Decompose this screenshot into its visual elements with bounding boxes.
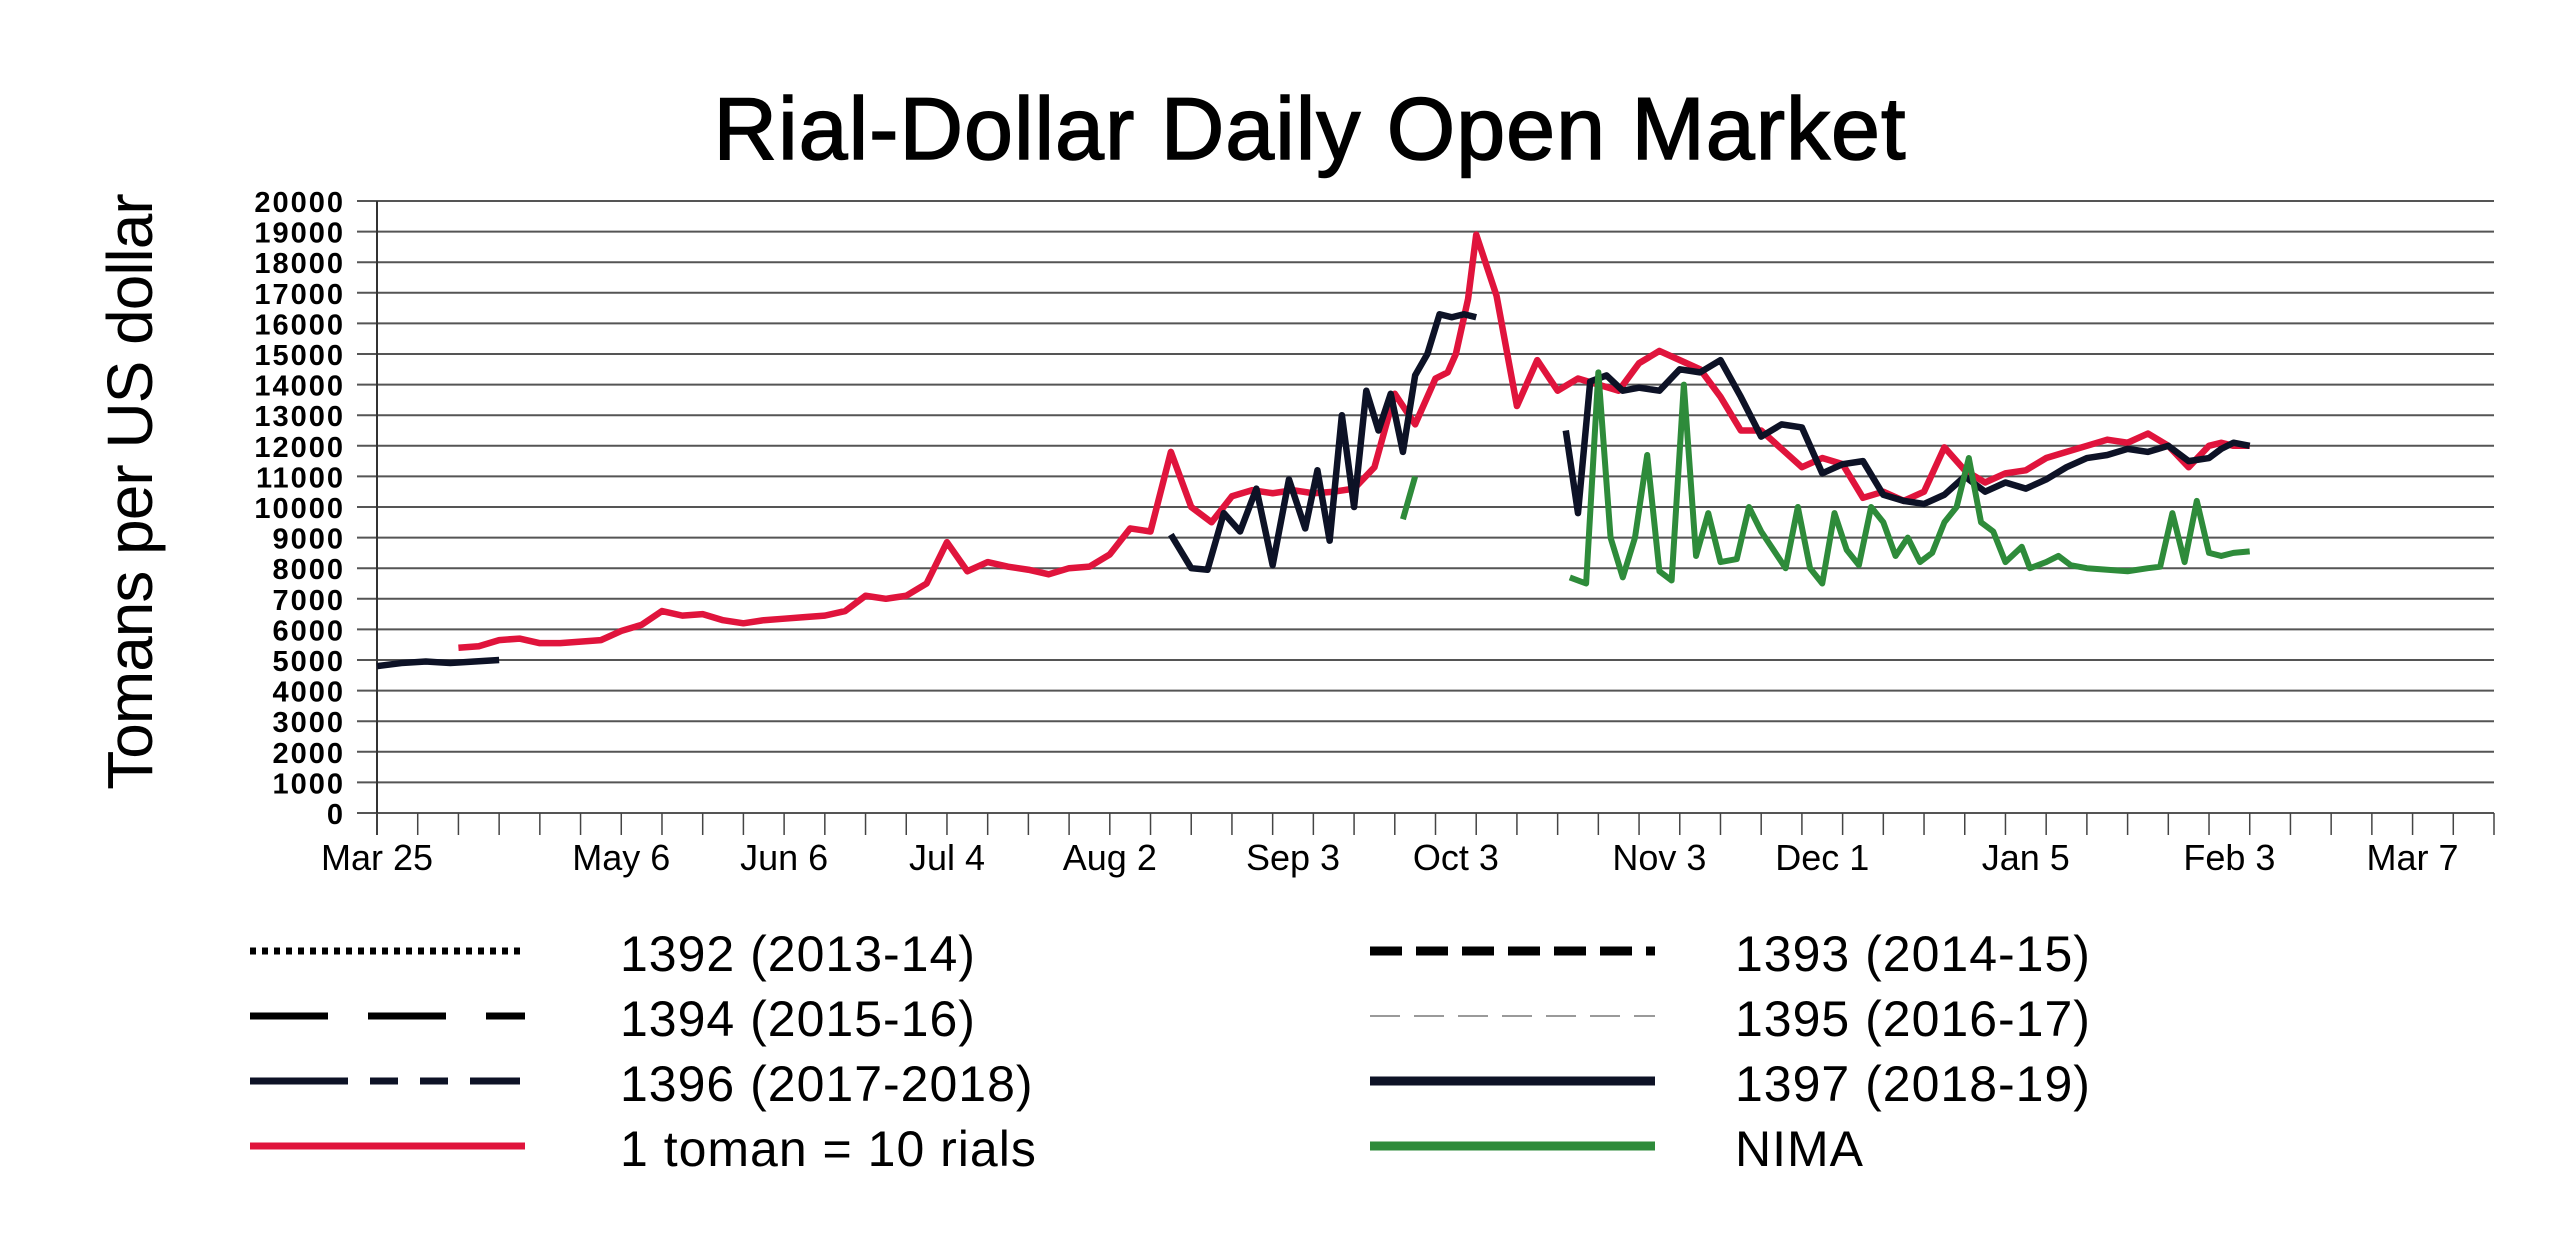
y-tick-label: 2000 [272, 738, 345, 770]
x-tick-label: Mar 7 [2367, 837, 2459, 878]
legend-label: 1395 (2016-17) [1735, 991, 2091, 1047]
series-line [1168, 310, 1478, 573]
series-line [1400, 475, 1419, 521]
y-tick-label: 8000 [272, 554, 345, 586]
x-tick-label: Dec 1 [1775, 837, 1869, 878]
y-tick-label: 5000 [272, 646, 345, 678]
y-tick-label: 14000 [254, 371, 345, 403]
legend-swatch-green-line-icon [1370, 1141, 1655, 1151]
x-tick-label: Oct 3 [1413, 837, 1499, 878]
y-tick-label: 11000 [256, 462, 345, 494]
legend-swatch-dashed-icon [1370, 946, 1655, 956]
y-tick-label: 15000 [254, 340, 345, 372]
y-tick-label: 3000 [272, 707, 345, 739]
series-line [458, 231, 2250, 652]
x-tick-label: Aug 2 [1063, 837, 1157, 878]
x-axis-ticks: Mar 25 May 6 Jun 6 Jul 4 Aug 2 Sep 3 Oct 3 Nov … [321, 813, 2495, 878]
legend-label: NIMA [1735, 1121, 1864, 1177]
x-tick-label: May 6 [572, 837, 670, 878]
y-axis-ticks: 2000019000180001700016000150001400013000… [254, 187, 345, 831]
y-tick-label: 7000 [272, 585, 345, 617]
y-tick-label: 13000 [254, 401, 345, 433]
y-tick-label: 18000 [254, 248, 345, 280]
x-tick-label: Jan 5 [1982, 837, 2070, 878]
legend-label: 1 toman = 10 rials [620, 1121, 1037, 1177]
y-tick-label: 1000 [272, 768, 345, 800]
legend-swatch-dotted-icon [250, 947, 525, 955]
legend-swatch-thin-dashed-icon [1370, 1015, 1655, 1017]
y-tick-label: 4000 [272, 677, 345, 709]
data-series [376, 231, 2251, 670]
legend-swatch-solid-dark-icon [1370, 1076, 1655, 1086]
legend-label: 1397 (2018-19) [1735, 1056, 2091, 1112]
x-tick-label: Sep 3 [1246, 837, 1340, 878]
series-line [1562, 356, 2251, 517]
legend-swatch-long-dash-icon [250, 1012, 525, 1020]
legend-label: 1393 (2014-15) [1735, 926, 2091, 982]
legend-swatch-dash-dot-icon [250, 1077, 525, 1085]
y-tick-label: 20000 [254, 187, 345, 219]
grid-lines [357, 200, 2494, 835]
x-tick-label: Nov 3 [1612, 837, 1706, 878]
x-tick-label: Mar 25 [321, 837, 433, 878]
y-tick-label: 12000 [254, 432, 345, 464]
x-tick-label: Feb 3 [2183, 837, 2275, 878]
legend-swatch-red-line-icon [250, 1142, 525, 1150]
x-tick-label: Jul 4 [909, 837, 985, 878]
legend-label: 1394 (2015-16) [620, 991, 976, 1047]
y-tick-label: 0 [327, 799, 345, 831]
y-tick-label: 17000 [254, 279, 345, 311]
x-tick-label: Jun 6 [740, 837, 828, 878]
legend-label: 1396 (2017-2018) [620, 1056, 1034, 1112]
legend-label: 1392 (2013-14) [620, 926, 976, 982]
chart-title: Rial-Dollar Daily Open Market [713, 78, 1907, 179]
series-line [376, 656, 500, 670]
series-line [1568, 369, 2251, 587]
y-tick-label: 6000 [272, 615, 345, 647]
y-tick-label: 9000 [272, 524, 345, 556]
y-tick-label: 10000 [254, 493, 345, 525]
y-tick-label: 19000 [254, 218, 345, 250]
y-tick-label: 16000 [254, 309, 345, 341]
